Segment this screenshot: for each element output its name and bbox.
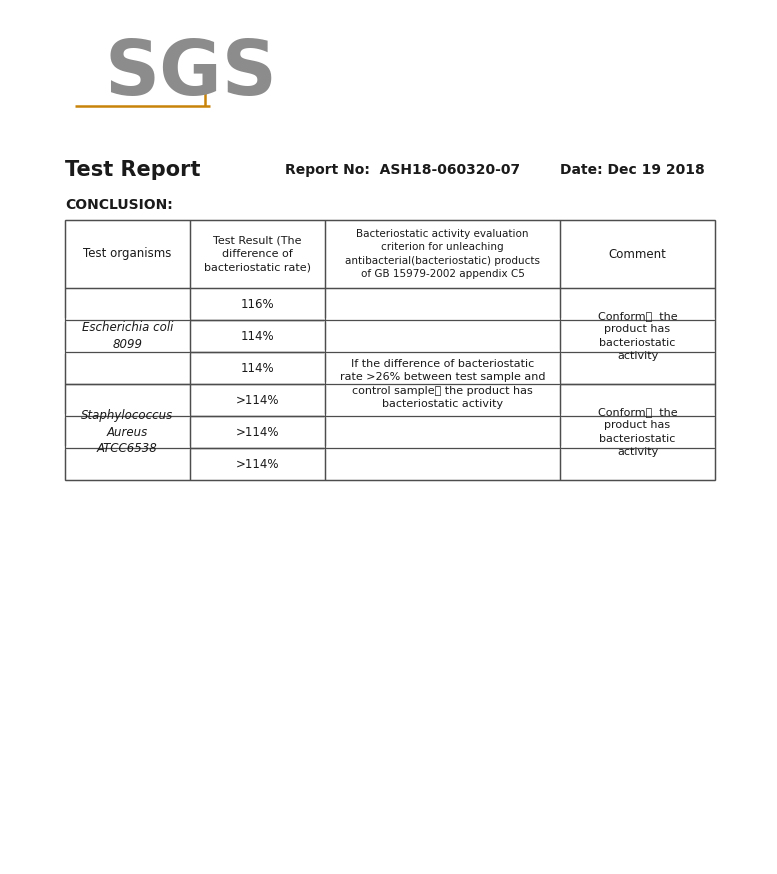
Text: Report No:  ASH18-060320-07: Report No: ASH18-060320-07: [285, 163, 520, 177]
Text: If the difference of bacteriostatic
rate >26% between test sample and
control sa: If the difference of bacteriostatic rate…: [340, 359, 545, 409]
Text: Comment: Comment: [608, 247, 667, 260]
Text: CONCLUSION:: CONCLUSION:: [65, 198, 172, 212]
Text: Escherichia coli
8099: Escherichia coli 8099: [82, 321, 173, 351]
Text: 116%: 116%: [241, 297, 274, 310]
Text: Date: Dec 19 2018: Date: Dec 19 2018: [560, 163, 705, 177]
Text: 114%: 114%: [241, 329, 274, 343]
Text: >114%: >114%: [235, 457, 279, 470]
Text: Test Report: Test Report: [65, 160, 200, 180]
Text: Test organisms: Test organisms: [83, 247, 172, 260]
Text: Conform：  the
product has
bacteriostatic
activity: Conform： the product has bacteriostatic …: [598, 311, 678, 361]
Text: >114%: >114%: [235, 393, 279, 406]
Text: 114%: 114%: [241, 362, 274, 374]
Text: SGS: SGS: [105, 37, 278, 111]
Text: Test Result (The
difference of
bacteriostatic rate): Test Result (The difference of bacterios…: [204, 236, 311, 272]
Text: Bacteriostatic activity evaluation
criterion for unleaching
antibacterial(bacter: Bacteriostatic activity evaluation crite…: [345, 229, 540, 279]
Text: Staphylococcus
Aureus
ATCC6538: Staphylococcus Aureus ATCC6538: [82, 408, 173, 455]
Text: >114%: >114%: [235, 426, 279, 439]
Text: Conform：  the
product has
bacteriostatic
activity: Conform： the product has bacteriostatic …: [598, 407, 678, 457]
